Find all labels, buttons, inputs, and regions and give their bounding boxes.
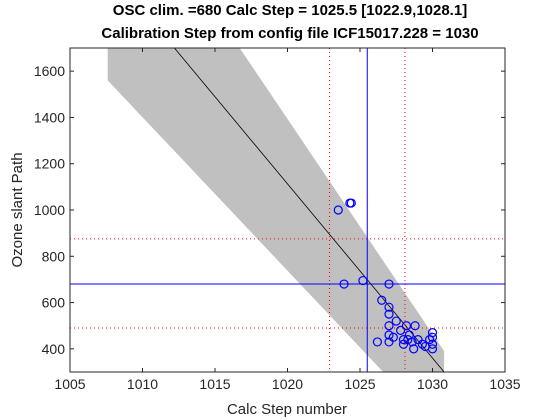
chart-subtitle: Calibration Step from config file ICF150… [101,25,478,42]
x-tick-label: 1030 [417,376,448,392]
data-point [377,295,387,305]
data-point [372,337,382,347]
data-point [346,198,356,208]
data-point [401,321,411,331]
y-tick-label: 1200 [34,156,65,172]
axes: 1005 1010 1015 1020 1025 1030 1035 400 600 800 100… [34,47,521,392]
confidence-band [107,48,445,372]
data-point [409,344,419,354]
y-tick-label: 1600 [34,63,65,79]
data-point [427,339,438,349]
data-point [427,328,438,338]
data-point [417,339,427,349]
x-tick-label: 1015 [199,376,230,392]
chart-title: OSC clim. =680 Calc Step = 1025.5 [1022.… [113,2,467,19]
data-point [384,330,394,340]
data-point [339,279,349,289]
y-tick-label: 1400 [34,109,65,125]
data-point [427,344,438,354]
plot-area [70,48,505,372]
data-point [391,316,401,326]
y-tick-label: 600 [42,295,66,311]
data-point [388,332,398,342]
x-tick-label: 1035 [489,376,520,392]
data-point [396,325,406,335]
data-point [407,337,417,347]
y-tick-label: 400 [42,341,66,357]
y-axis-label: Ozone slant Path [9,152,26,267]
data-point [410,321,420,331]
data-point [403,335,413,345]
data-point [384,321,394,331]
data-point [333,205,343,215]
data-point [427,332,438,342]
y-tick-label: 1000 [34,202,65,218]
data-point [398,335,409,345]
data-point [384,309,394,319]
x-tick-label: 1005 [54,376,85,392]
x-tick-label: 1010 [127,376,158,392]
data-point [358,275,368,286]
x-tick-label: 1020 [272,376,303,392]
x-tick-label: 1025 [344,376,375,392]
data-point [384,302,394,312]
data-point [384,279,394,289]
x-axis-label: Calc Step number [227,401,347,418]
y-tick-label: 800 [42,248,66,264]
